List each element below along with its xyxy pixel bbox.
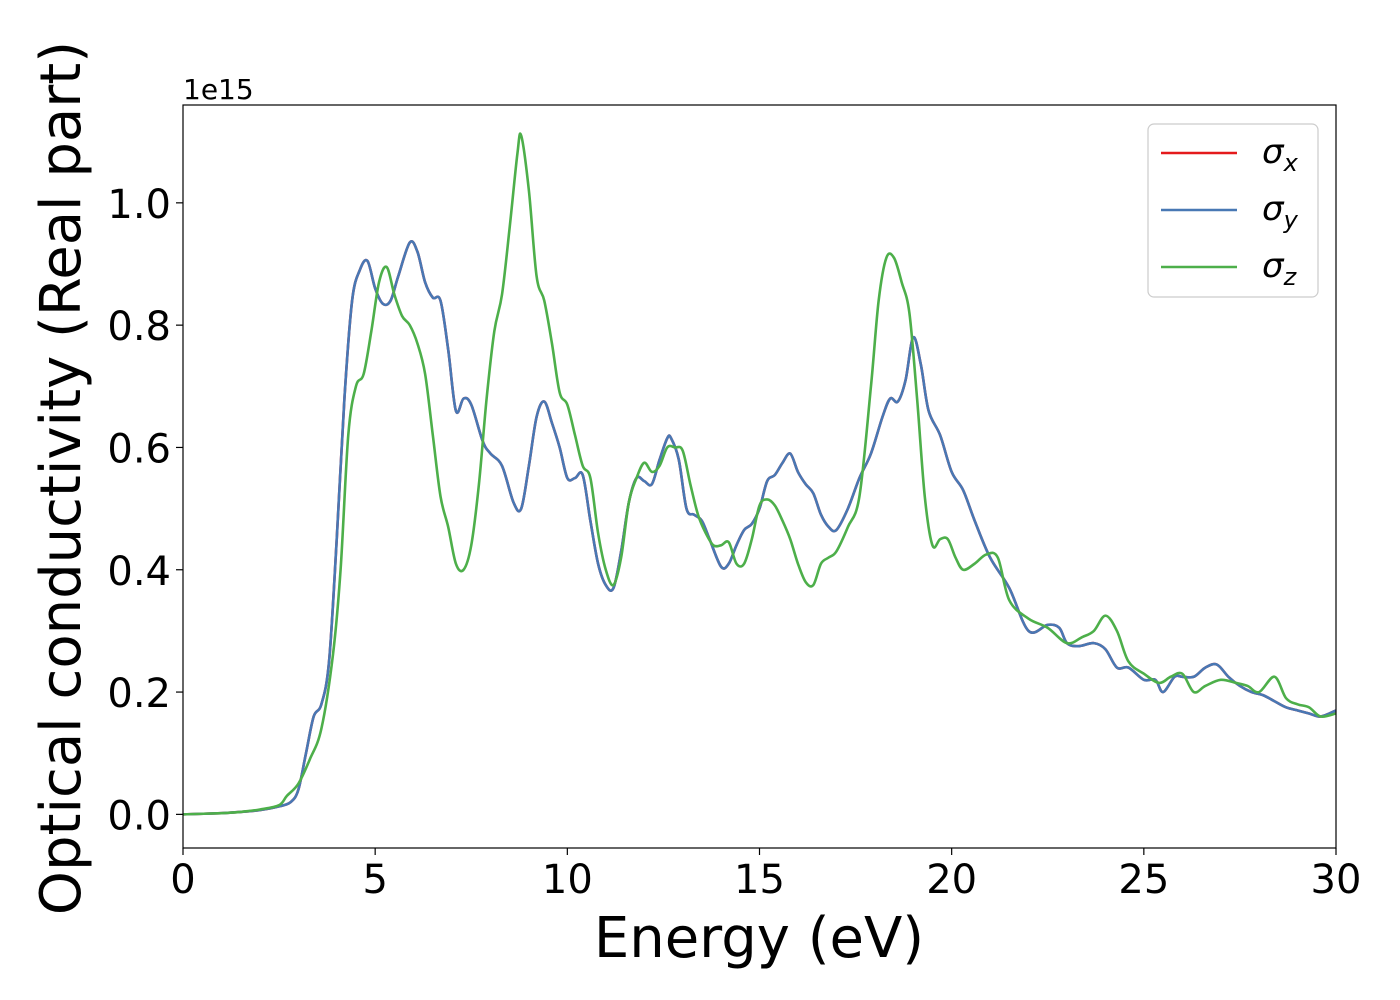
y-axis-title: Optical conductivity (Real part) (29, 41, 94, 915)
x-tick-label: 30 (1311, 857, 1362, 903)
x-tick-label: 5 (362, 857, 387, 903)
x-tick-label: 0 (170, 857, 195, 903)
legend: σx σy σz (1147, 123, 1319, 298)
series-line-z (183, 132, 1336, 816)
x-tick-label: 25 (1118, 857, 1169, 903)
y-offset-label: 1e15 (183, 73, 254, 106)
y-tick-label: 0.8 (107, 304, 171, 350)
x-tick-label: 15 (734, 857, 785, 903)
x-tick-label: 10 (542, 857, 593, 903)
y-tick-label: 0.2 (107, 671, 171, 717)
y-tick-label: 0.6 (107, 426, 171, 472)
y-tick-label: 0.4 (107, 549, 171, 595)
series-layer (183, 132, 1336, 816)
x-axis-title: Energy (eV) (594, 906, 924, 971)
legend-label-z: σz (1262, 246, 1298, 291)
legend-label-y: σy (1262, 189, 1299, 234)
legend-label-x: σx (1262, 132, 1299, 177)
x-tick-label: 20 (926, 857, 977, 903)
y-axis-ticks: 0.0 0.2 0.4 0.6 0.8 1.0 (107, 182, 183, 839)
x-axis-ticks: 0 5 10 15 20 25 30 (170, 848, 1361, 903)
y-tick-label: 1.0 (107, 182, 171, 228)
y-tick-label: 0.0 (107, 793, 171, 839)
